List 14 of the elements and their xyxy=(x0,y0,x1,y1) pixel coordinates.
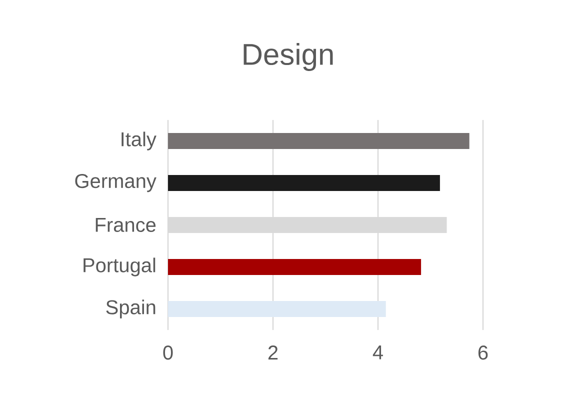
x-tick-label: 4 xyxy=(372,346,383,360)
bar xyxy=(168,301,386,317)
bar xyxy=(168,175,440,191)
x-tick-label: 2 xyxy=(268,346,278,360)
bar xyxy=(168,259,422,275)
y-tick-label: Portugal xyxy=(84,258,156,276)
chart-title: Design xyxy=(244,43,333,71)
x-tick-label: 0 xyxy=(163,346,173,360)
y-tick-label: Italy xyxy=(122,132,156,150)
y-tick-label: Spain xyxy=(106,300,156,318)
y-tick-label: Germany xyxy=(75,174,156,192)
bar xyxy=(168,133,470,149)
x-tick-label: 6 xyxy=(478,346,488,360)
y-tick-label: France xyxy=(96,218,156,232)
